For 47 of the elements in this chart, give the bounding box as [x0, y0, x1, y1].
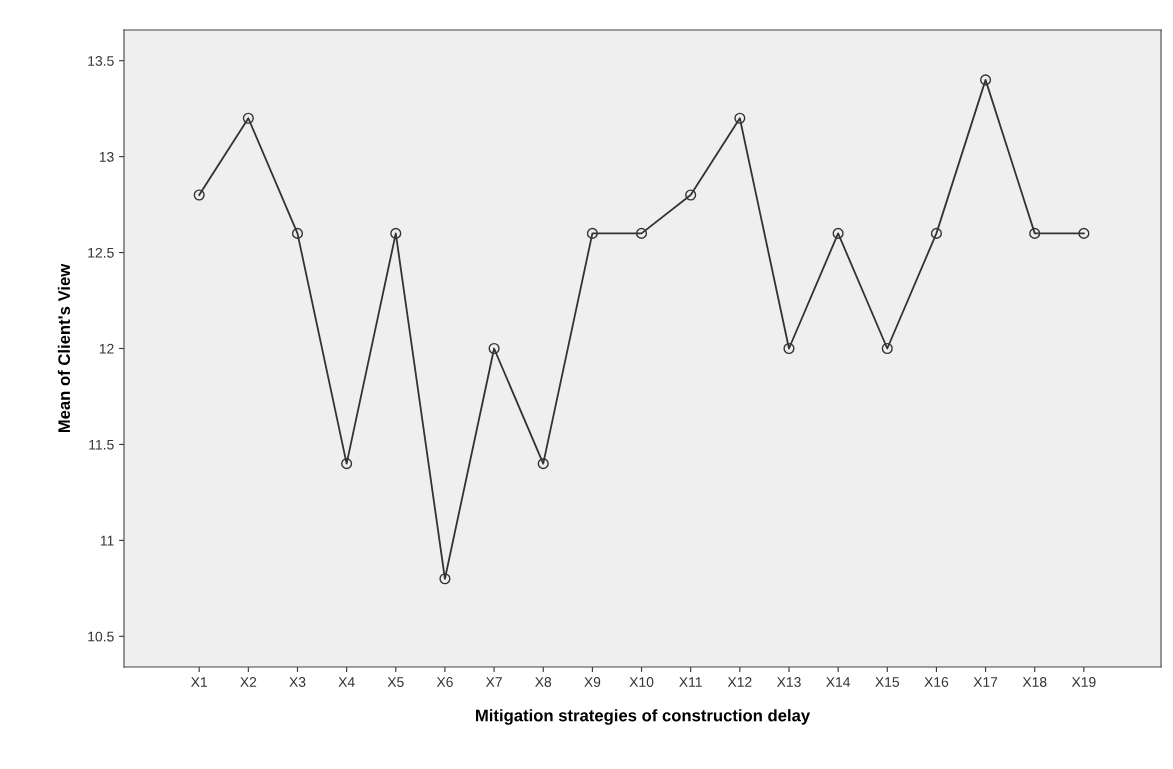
y-tick-label: 12.5	[88, 247, 114, 258]
y-tick-label: 11.5	[89, 439, 114, 450]
point	[537, 458, 549, 470]
point	[1029, 227, 1041, 239]
x-tick-label: X16	[924, 677, 949, 687]
point	[242, 112, 254, 124]
y-tick-label: 13	[99, 151, 114, 162]
point	[685, 189, 697, 201]
x-tick-label: X10	[629, 677, 654, 687]
point	[734, 112, 746, 124]
point	[439, 573, 451, 585]
x-tick-label: X1	[191, 677, 207, 687]
point	[980, 74, 992, 86]
x-tick-label: X4	[338, 677, 355, 687]
x-axis-title: Mitigation strategies of construction delay	[476, 709, 811, 725]
point	[832, 227, 844, 239]
point	[783, 342, 795, 355]
x-tick-label: X7	[485, 677, 502, 687]
point	[635, 227, 648, 239]
x-tick-label: X11	[679, 677, 702, 687]
x-tick-label: X3	[289, 677, 306, 687]
point	[586, 227, 598, 239]
point	[291, 227, 304, 239]
x-tick-label: X18	[1022, 677, 1047, 687]
x-tick-label: X14	[826, 677, 851, 687]
x-tick-label: X6	[436, 677, 453, 687]
point	[488, 342, 500, 355]
y-tick-label: 12	[99, 343, 114, 354]
x-tick-label: X17	[973, 677, 998, 687]
x-tick-label: X19	[1071, 677, 1096, 687]
x-tick-label: X2	[240, 677, 257, 687]
point	[1078, 227, 1090, 239]
point	[881, 342, 893, 355]
x-tick-label: X5	[387, 677, 404, 687]
y-tick-label: 10.5	[88, 631, 114, 642]
x-tick-label: X15	[875, 677, 900, 687]
point	[193, 189, 205, 201]
y-tick-label: 11	[100, 535, 114, 546]
point	[390, 227, 402, 239]
y-axis-title: Mean of Client's View	[57, 263, 71, 433]
x-tick-label: X12	[727, 677, 752, 687]
x-tick-label: X9	[584, 677, 601, 687]
point	[341, 458, 353, 470]
x-tick-label: X13	[776, 677, 801, 687]
x-tick-label: X8	[535, 677, 552, 687]
y-tick-label: 13.5	[88, 56, 114, 66]
point	[930, 227, 942, 239]
